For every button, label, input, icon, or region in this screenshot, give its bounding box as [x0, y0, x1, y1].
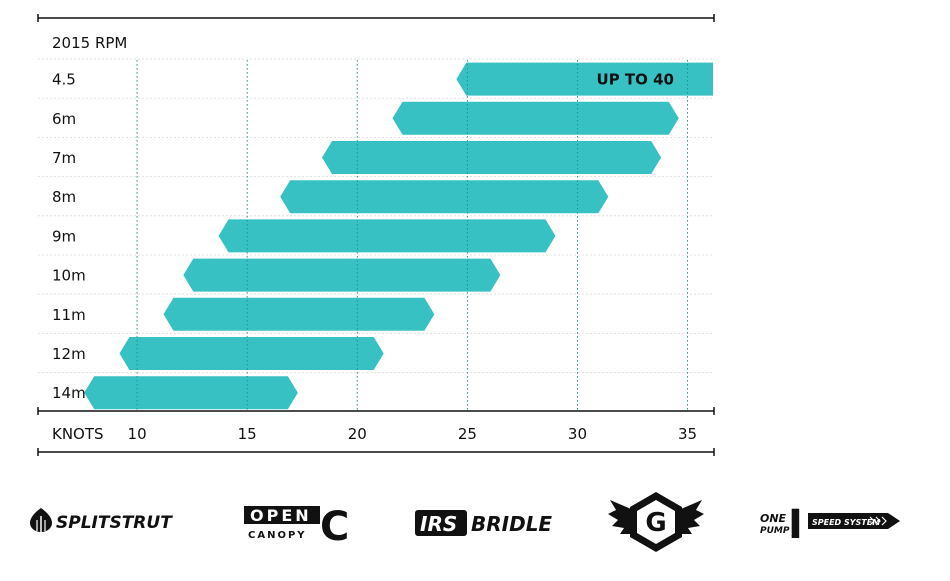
range-bar-12m: [119, 337, 384, 370]
open-canopy-c-mark: C: [320, 504, 349, 550]
size-label: 9m: [52, 227, 76, 245]
range-bar-6m: [392, 101, 679, 135]
x-tick-label: 20: [348, 425, 367, 443]
x-tick-labels: 10 15 20 25 30 35: [128, 425, 698, 443]
chevrons-icon: [869, 516, 887, 526]
range-bar-8m: [280, 180, 609, 214]
open-canopy-top-text: OPEN: [250, 506, 312, 525]
one-pump-logo: ONE PUMP I SPEED SYSTEM: [760, 502, 900, 548]
irs-bridle-logo: IRS BRIDLE: [415, 510, 552, 536]
range-bar-10m: [183, 258, 501, 292]
one-text: ONE: [760, 512, 787, 525]
chart-title: 2015 RPM: [52, 34, 127, 52]
pump-text: PUMP: [760, 526, 790, 536]
open-canopy-logo: OPEN CANOPY C: [244, 504, 349, 550]
size-labels: 4.5 6m 7m 8m 9m 10m 11m 12m 14m: [52, 71, 86, 403]
x-axis-label: KNOTS: [52, 425, 104, 443]
x-tick-label: 30: [568, 425, 587, 443]
size-label: 8m: [52, 188, 76, 206]
size-label: 12m: [52, 345, 86, 363]
row-gridlines: [38, 58, 714, 374]
speed-system-banner: [808, 513, 900, 529]
one-pump-i-mark: I: [788, 502, 803, 548]
size-label: 7m: [52, 149, 76, 167]
size-label: 4.5: [52, 71, 76, 89]
g-wings-logo: G: [608, 492, 704, 552]
range-bar-14m: [84, 376, 298, 410]
x-tick-label: 25: [458, 425, 477, 443]
flame-icon: [30, 508, 52, 532]
x-tick-label: 35: [678, 425, 697, 443]
annotations: UP TO 40: [597, 71, 674, 89]
size-label: 11m: [52, 306, 86, 324]
splitstrut-logo: SPLITSTRUT: [30, 508, 173, 533]
range-annotation: UP TO 40: [597, 71, 674, 89]
irs-text: IRS: [420, 512, 457, 536]
range-bar-9m: [218, 219, 556, 253]
bridle-text: BRIDLE: [471, 512, 552, 536]
x-tick-label: 15: [238, 425, 257, 443]
range-bars: [84, 62, 713, 410]
range-bar-7m: [322, 141, 662, 174]
x-tick-label: 10: [128, 425, 147, 443]
range-bar-4.5: [456, 62, 713, 96]
splitstrut-wordmark: SPLITSTRUT: [56, 513, 173, 533]
open-canopy-bottom-text: CANOPY: [248, 530, 307, 541]
speed-system-text: SPEED SYSTEM: [812, 518, 880, 527]
size-label: 14m: [52, 384, 86, 402]
column-gridlines-overlay: [136, 60, 689, 411]
size-label: 10m: [52, 267, 86, 285]
range-bar-11m: [163, 297, 435, 331]
size-label: 6m: [52, 110, 76, 128]
g-mark: G: [645, 508, 666, 538]
